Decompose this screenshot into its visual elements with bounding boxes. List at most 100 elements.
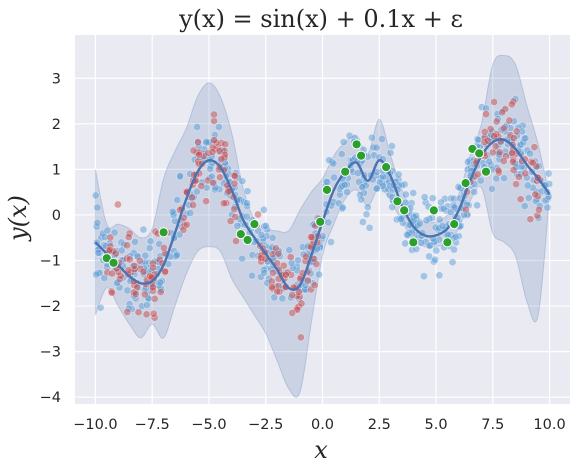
green-point [108, 257, 119, 268]
y-tick-label: −3 [40, 345, 61, 361]
red-point [531, 190, 540, 199]
green-point [249, 219, 260, 230]
blue-point [248, 271, 256, 280]
red-point [195, 150, 203, 159]
x-tick-label: −5.0 [191, 417, 226, 433]
blue-point [500, 174, 508, 183]
red-point [288, 290, 297, 299]
green-point [480, 166, 492, 177]
blue-point [357, 195, 366, 204]
red-point [230, 171, 239, 180]
red-point [135, 256, 144, 265]
blue-point [372, 143, 381, 152]
red-point [108, 288, 116, 297]
red-point [483, 136, 492, 145]
blue-point [485, 157, 493, 166]
blue-point [425, 252, 433, 261]
red-point [114, 200, 122, 209]
red-point [530, 143, 539, 152]
blue-point [103, 226, 112, 235]
red-point [226, 217, 235, 225]
red-point [509, 166, 518, 174]
green-point [442, 237, 453, 248]
blue-point [192, 187, 201, 196]
blue-point [365, 223, 374, 232]
red-point [159, 243, 168, 252]
red-point [515, 173, 523, 181]
chart-title: y(x) = sin(x) + 0.1x + ε [178, 5, 463, 33]
red-point [512, 180, 520, 189]
x-tick-label: 2.5 [368, 417, 391, 433]
red-point [490, 98, 498, 106]
green-point [340, 166, 351, 177]
green-point [460, 178, 471, 189]
x-tick-label: −2.5 [248, 417, 283, 433]
blue-point [386, 148, 395, 157]
red-point [491, 142, 500, 151]
green-point [449, 219, 460, 230]
blue-point [173, 195, 182, 204]
red-point [268, 283, 276, 291]
blue-point [523, 181, 532, 190]
red-point [142, 310, 151, 319]
blue-point [330, 173, 338, 182]
green-point [158, 227, 169, 238]
red-point [197, 182, 206, 191]
blue-point [186, 209, 195, 217]
blue-point [401, 239, 410, 248]
red-point [188, 193, 196, 202]
green-point [474, 148, 485, 159]
green-point [356, 150, 367, 161]
red-point [498, 108, 507, 117]
blue-point [340, 180, 349, 189]
blue-point [358, 183, 367, 192]
red-point [516, 195, 525, 204]
blue-point [450, 245, 458, 254]
blue-point [372, 184, 381, 193]
green-point [321, 184, 333, 195]
blue-point [401, 190, 410, 199]
red-point [219, 199, 228, 208]
blue-point [168, 207, 177, 216]
blue-point [470, 188, 479, 196]
blue-point [93, 218, 102, 227]
blue-point [156, 278, 165, 287]
blue-point [363, 203, 372, 212]
green-point [428, 205, 439, 216]
green-point-series [101, 139, 492, 268]
blue-point [193, 123, 201, 131]
red-point [150, 294, 159, 303]
blue-point [428, 194, 437, 203]
blue-point [387, 142, 396, 150]
green-point [392, 196, 403, 207]
x-axis-ticks: −10.0 −7.5 −5.0 −2.5 0.0 2.5 5.0 7.5 10.0 [73, 417, 565, 433]
red-point [130, 261, 139, 270]
blue-point [450, 203, 459, 212]
blue-point [377, 135, 386, 143]
y-tick-label: 3 [52, 71, 61, 87]
red-point [179, 225, 188, 234]
green-point [351, 139, 362, 150]
blue-point [278, 294, 287, 303]
blue-point [242, 212, 251, 221]
blue-point [343, 188, 351, 196]
green-point [399, 205, 410, 216]
blue-point [146, 237, 155, 246]
blue-point [96, 303, 105, 312]
blue-point [93, 203, 102, 212]
red-point [124, 233, 133, 241]
red-point [210, 110, 218, 119]
red-point [297, 299, 306, 308]
x-tick-label: −10.0 [73, 417, 117, 433]
blue-point [432, 246, 441, 255]
y-tick-label: −4 [40, 390, 61, 406]
blue-point [476, 176, 485, 185]
green-point [315, 216, 326, 227]
red-point [105, 245, 114, 254]
red-point [268, 268, 277, 277]
x-tick-label: 0.0 [311, 417, 334, 433]
y-tick-label: −2 [40, 299, 61, 315]
red-point [273, 287, 282, 296]
